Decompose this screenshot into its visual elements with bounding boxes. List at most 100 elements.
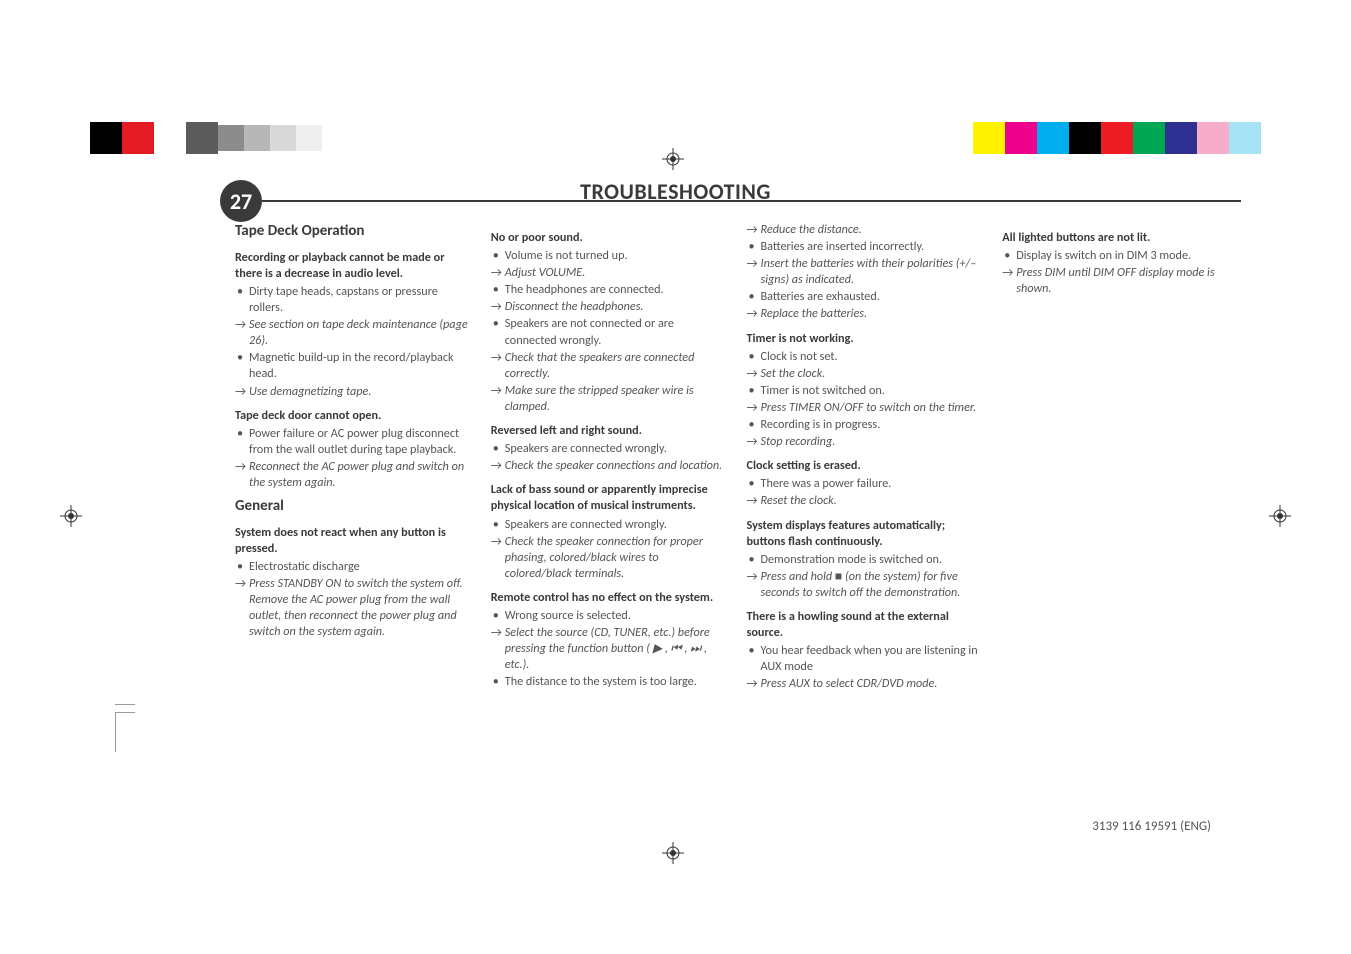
color-swatch <box>973 122 1005 154</box>
item-text: Reduce the distance. <box>761 222 862 237</box>
solution-item: →Select the source (CD, TUNER, etc.) bef… <box>491 625 725 673</box>
cause-item: • There was a power failure. <box>747 476 981 492</box>
cause-item: • The headphones are connected. <box>491 282 725 298</box>
arrow-icon: → <box>747 222 758 238</box>
item-text: Electrostatic discharge <box>249 559 360 574</box>
arrow-icon: → <box>491 534 502 550</box>
item-text: Check the speaker connections and locati… <box>505 458 722 473</box>
arrow-icon: → <box>747 400 758 416</box>
cause-item: •Electrostatic discharge <box>235 559 469 575</box>
solution-item: →Reduce the distance. <box>747 222 981 238</box>
cause-item: •Batteries are exhausted. <box>747 289 981 305</box>
problem-title: Timer is not working. <box>747 331 981 347</box>
item-text: Reconnect the AC power plug and switch o… <box>249 459 464 490</box>
solution-item: →Press and hold ■ (on the system) for fi… <box>747 569 981 601</box>
cause-item: •Magnetic build-up in the record/playbac… <box>235 350 469 382</box>
problem-title: Recording or playback cannot be made or … <box>235 250 469 282</box>
crop-mark-spine <box>115 704 135 754</box>
item-text: Press STANDBY ON to switch the system of… <box>249 576 463 639</box>
solution-item: →Adjust VOLUME. <box>491 265 725 281</box>
item-text: Select the source (CD, TUNER, etc.) befo… <box>505 625 710 672</box>
solution-item: →Set the clock. <box>747 366 981 382</box>
item-text: Adjust VOLUME. <box>505 265 586 280</box>
bullet-icon: • <box>1004 248 1010 264</box>
bullet-icon: • <box>749 383 755 399</box>
column: No or poor sound.•Volume is not turned u… <box>491 222 725 784</box>
item-text: Batteries are exhausted. <box>761 289 880 304</box>
item-text: Replace the batteries. <box>761 306 868 321</box>
problem-title: Lack of bass sound or apparently impreci… <box>491 482 725 514</box>
cause-item: •Dirty tape heads, capstans or pressure … <box>235 284 469 316</box>
cause-item: • Clock is not set. <box>747 349 981 365</box>
color-swatch <box>1037 122 1069 154</box>
item-text: Check the speaker connection for proper … <box>505 534 703 581</box>
item-text: Disconnect the headphones. <box>505 299 644 314</box>
item-text: Speakers are connected wrongly. <box>505 517 667 532</box>
color-swatch <box>1069 122 1101 154</box>
item-text: See section on tape deck maintenance (pa… <box>249 317 468 348</box>
registration-mark-bottom <box>662 842 684 864</box>
solution-item: →Check that the speakers are connected c… <box>491 350 725 382</box>
problem-list: •Display is switch on in DIM 3 mode.→Pre… <box>1002 248 1236 297</box>
arrow-icon: → <box>491 458 502 474</box>
arrow-icon: → <box>491 383 502 399</box>
bullet-icon: • <box>749 552 755 568</box>
arrow-icon: → <box>747 306 758 322</box>
item-text: Use demagnetizing tape. <box>249 384 371 399</box>
cause-item: • Timer is not switched on. <box>747 383 981 399</box>
column: →Reduce the distance.•Batteries are inse… <box>747 222 981 784</box>
problem-title: All lighted buttons are not lit. <box>1002 230 1236 246</box>
bullet-icon: • <box>749 643 755 659</box>
bullet-icon: • <box>493 608 499 624</box>
registration-mark-top <box>662 148 684 170</box>
bullet-icon: • <box>493 517 499 533</box>
problem-list: →Reduce the distance.•Batteries are inse… <box>747 222 981 323</box>
bullet-icon: • <box>493 441 499 457</box>
solution-item: →Make sure the stripped speaker wire is … <box>491 383 725 415</box>
arrow-icon: → <box>491 299 502 315</box>
color-swatch <box>1005 122 1037 154</box>
section-heading: Tape Deck Operation <box>235 222 469 242</box>
solution-item: →Replace the batteries. <box>747 306 981 322</box>
arrow-icon: → <box>747 256 758 272</box>
arrow-icon: → <box>747 434 758 450</box>
section-heading: General <box>235 497 469 517</box>
color-swatch <box>1229 122 1261 154</box>
arrow-icon: → <box>491 350 502 366</box>
item-text: Check that the speakers are connected co… <box>505 350 695 381</box>
item-text: Reset the clock. <box>761 493 837 508</box>
problem-list: •Electrostatic discharge→Press STANDBY O… <box>235 559 469 640</box>
arrow-icon: → <box>747 493 758 509</box>
bullet-icon: • <box>749 349 755 365</box>
item-text: Speakers are connected wrongly. <box>505 441 667 456</box>
arrow-icon: → <box>747 676 758 692</box>
cause-item: •Volume is not turned up. <box>491 248 725 264</box>
cause-item: •You hear feedback when you are listenin… <box>747 643 981 675</box>
registration-mark-left <box>60 505 82 527</box>
solution-item: →Check the speaker connections and locat… <box>491 458 725 474</box>
item-text: Dirty tape heads, capstans or pressure r… <box>249 284 438 315</box>
color-bar-left <box>90 122 322 154</box>
item-text: Insert the batteries with their polariti… <box>761 256 977 287</box>
problem-title: System does not react when any button is… <box>235 525 469 557</box>
item-text: Press AUX to select CDR/DVD mode. <box>761 676 938 691</box>
bullet-icon: • <box>493 248 499 264</box>
color-swatch <box>270 125 296 151</box>
item-text: Power failure or AC power plug disconnec… <box>249 426 459 457</box>
registration-mark-right <box>1269 505 1291 527</box>
content-columns: Tape Deck Operation Recording or playback… <box>235 222 1236 784</box>
problem-list: •Power failure or AC power plug disconne… <box>235 426 469 491</box>
bullet-icon: • <box>493 674 499 690</box>
item-text: The headphones are connected. <box>505 282 664 297</box>
item-text: Wrong source is selected. <box>505 608 631 623</box>
bullet-icon: • <box>493 282 499 298</box>
color-swatch <box>1133 122 1165 154</box>
item-text: Timer is not switched on. <box>761 383 885 398</box>
item-text: Press and hold ■ (on the system) for fiv… <box>761 569 961 600</box>
solution-item: →Insert the batteries with their polarit… <box>747 256 981 288</box>
item-text: Display is switch on in DIM 3 mode. <box>1016 248 1191 263</box>
item-text: Clock is not set. <box>761 349 838 364</box>
item-text: There was a power failure. <box>761 476 892 491</box>
problem-title: Tape deck door cannot open. <box>235 408 469 424</box>
bullet-icon: • <box>749 476 755 492</box>
